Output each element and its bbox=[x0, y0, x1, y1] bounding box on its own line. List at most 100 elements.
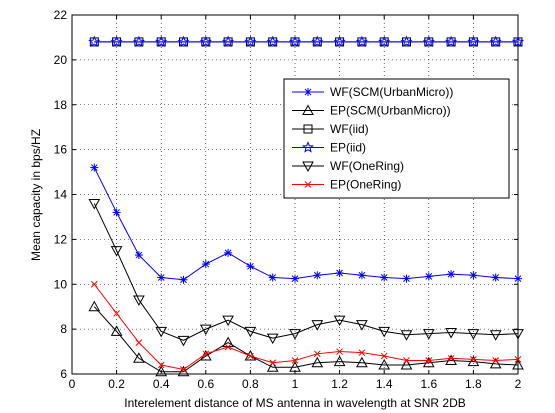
data-point bbox=[400, 330, 413, 341]
data-point bbox=[157, 361, 165, 369]
data-point bbox=[489, 35, 502, 48]
data-point bbox=[291, 274, 299, 283]
data-point bbox=[113, 310, 120, 317]
data-point bbox=[469, 271, 478, 280]
data-point bbox=[378, 326, 391, 338]
data-point bbox=[400, 35, 413, 48]
data-point bbox=[244, 326, 257, 338]
legend-entry: WF(SCM(UrbanMicro)) bbox=[292, 85, 453, 99]
data-point bbox=[311, 356, 324, 368]
data-point bbox=[177, 35, 190, 48]
data-point bbox=[492, 357, 500, 364]
x-tick-label: 1.4 bbox=[376, 377, 393, 391]
data-point bbox=[88, 35, 101, 48]
series-4 bbox=[88, 198, 524, 347]
legend-label: WF(iid) bbox=[330, 122, 369, 136]
data-point bbox=[514, 356, 522, 363]
data-point bbox=[246, 262, 255, 271]
data-point bbox=[132, 35, 145, 48]
data-point bbox=[177, 365, 190, 377]
legend-label: EP(SCM(UrbanMicro)) bbox=[330, 104, 451, 118]
data-point bbox=[110, 325, 123, 336]
data-point bbox=[222, 35, 235, 48]
data-point bbox=[422, 329, 435, 340]
data-point bbox=[157, 273, 166, 282]
y-tick-label: 20 bbox=[54, 53, 68, 67]
series-layer bbox=[88, 35, 525, 377]
legend-marker bbox=[302, 104, 314, 115]
data-point bbox=[356, 356, 368, 368]
data-point bbox=[179, 275, 188, 284]
data-point bbox=[489, 330, 502, 341]
data-point bbox=[378, 35, 391, 48]
legend-box bbox=[283, 78, 510, 199]
data-point bbox=[269, 359, 277, 367]
data-point bbox=[134, 251, 143, 260]
data-point bbox=[336, 348, 343, 355]
legend-marker bbox=[301, 141, 315, 153]
data-point bbox=[313, 350, 321, 358]
data-point bbox=[266, 361, 279, 372]
data-point bbox=[244, 35, 257, 48]
legend-entry: EP(OneRing) bbox=[292, 178, 401, 192]
data-point bbox=[424, 272, 433, 281]
data-point bbox=[180, 366, 187, 373]
axis-ticks: 0 0.2 0.4 0.6 0.8 1 1.2 1.4 1.6 1.8 2 6 8 10 12 14 16 18 2… bbox=[54, 8, 522, 391]
x-tick-label: 0.4 bbox=[153, 377, 170, 391]
data-point bbox=[199, 35, 212, 48]
data-point bbox=[356, 320, 368, 331]
x-tick-label: 1.2 bbox=[331, 377, 348, 391]
legend-label: EP(iid) bbox=[330, 141, 366, 155]
data-point bbox=[90, 163, 99, 172]
series-3 bbox=[88, 35, 525, 48]
y-tick-label: 14 bbox=[54, 188, 68, 202]
y-tick-label: 18 bbox=[54, 98, 68, 112]
legend-marker bbox=[304, 88, 312, 96]
data-point bbox=[447, 354, 455, 362]
y-tick-label: 8 bbox=[60, 322, 67, 336]
data-point bbox=[445, 35, 458, 48]
legend-entry: WF(iid) bbox=[292, 122, 369, 136]
data-point bbox=[199, 324, 212, 336]
series-line bbox=[93, 283, 519, 371]
x-tick-label: 0.6 bbox=[197, 377, 214, 391]
data-point bbox=[90, 280, 98, 288]
data-point bbox=[357, 271, 366, 280]
y-tick-label: 6 bbox=[60, 367, 67, 381]
data-point bbox=[202, 350, 210, 358]
legend-entry: WF(OneRing) bbox=[292, 159, 404, 173]
data-point bbox=[445, 354, 457, 366]
data-point bbox=[378, 358, 391, 370]
series-1 bbox=[88, 300, 524, 377]
data-point bbox=[155, 35, 168, 48]
data-point bbox=[514, 274, 522, 283]
data-point bbox=[133, 295, 145, 306]
data-point bbox=[333, 355, 346, 367]
data-point bbox=[112, 208, 121, 217]
data-point bbox=[422, 356, 435, 368]
series-line bbox=[93, 203, 519, 341]
data-point bbox=[355, 35, 368, 48]
data-point bbox=[313, 271, 322, 280]
x-tick-label: 1.6 bbox=[420, 377, 437, 391]
y-axis-label: Mean capacity in bps/HZ bbox=[29, 129, 43, 261]
data-point bbox=[402, 274, 411, 283]
data-point bbox=[470, 356, 477, 363]
data-point bbox=[333, 315, 346, 327]
data-point bbox=[222, 315, 234, 327]
data-point bbox=[512, 329, 524, 340]
data-point bbox=[88, 300, 101, 312]
data-point bbox=[400, 358, 413, 370]
legend-label: WF(OneRing) bbox=[330, 159, 404, 173]
x-tick-label: 0.2 bbox=[108, 377, 125, 391]
y-tick-label: 12 bbox=[54, 232, 68, 246]
x-tick-label: 0.8 bbox=[242, 377, 259, 391]
data-point bbox=[110, 246, 123, 257]
data-point bbox=[291, 357, 299, 364]
legend-label: EP(OneRing) bbox=[330, 178, 401, 192]
data-point bbox=[512, 358, 524, 370]
data-point bbox=[380, 352, 388, 360]
series-0 bbox=[90, 163, 522, 284]
data-point bbox=[311, 320, 324, 331]
